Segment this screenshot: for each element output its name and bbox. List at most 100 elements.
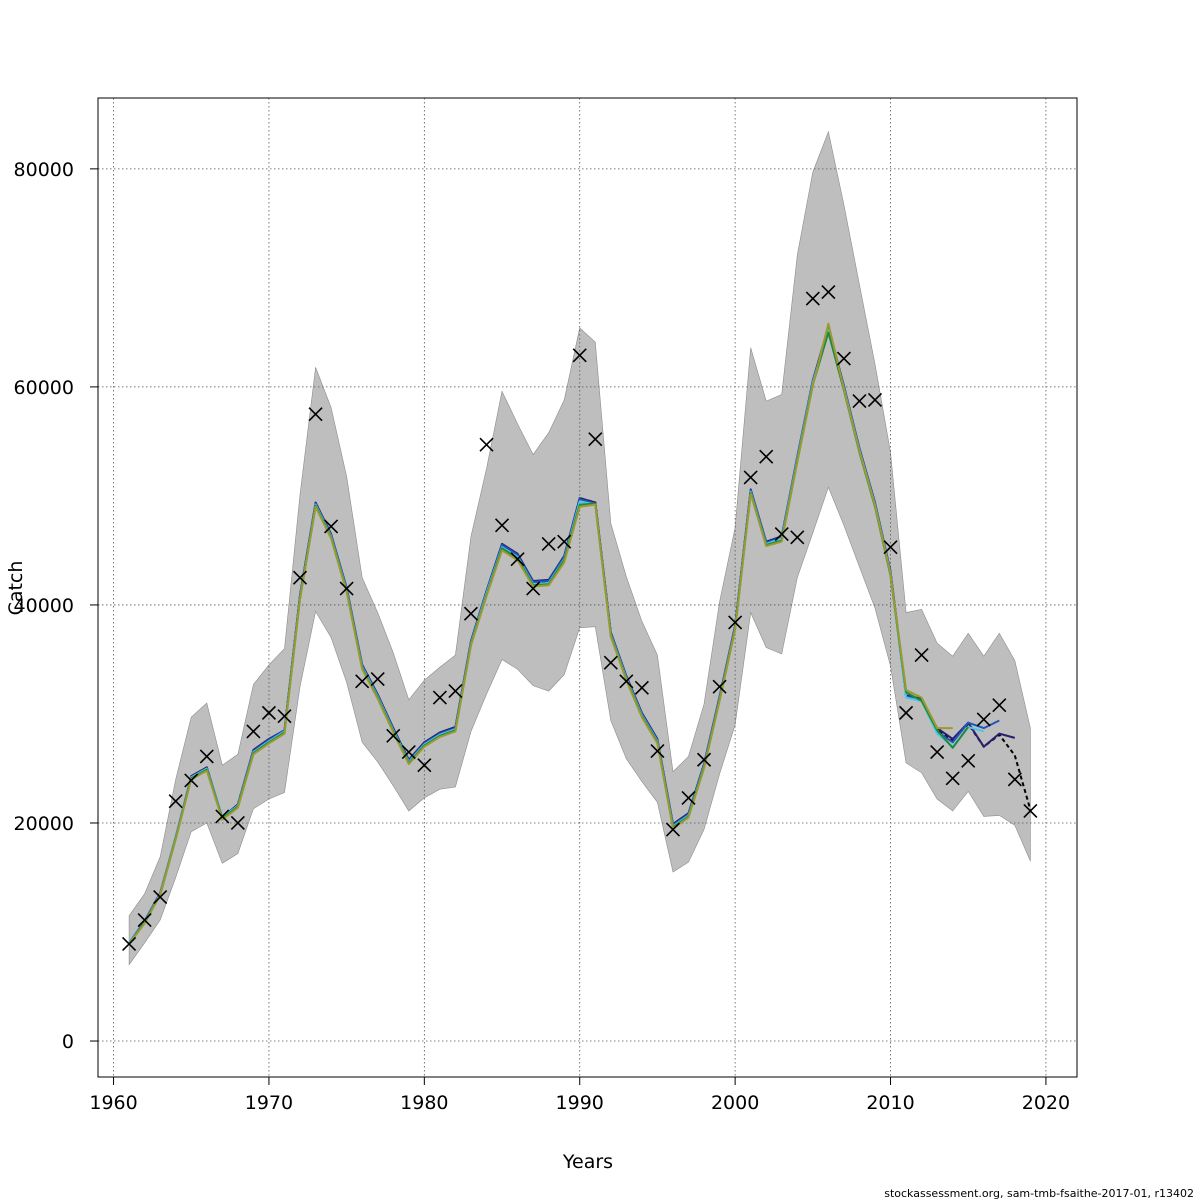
observed-point-stroke-b (122, 936, 137, 952)
y-axis-title: Catch (5, 561, 27, 616)
observed-point-2014 (945, 771, 960, 786)
x-tick-label-1970: 1970 (245, 1092, 293, 1114)
observed-point-1969 (246, 724, 261, 739)
observed-point-2003 (774, 527, 789, 542)
observed-point-stroke-b (728, 615, 743, 630)
observed-point-stroke-b (168, 794, 183, 809)
x-axis-title: Years (562, 1151, 613, 1173)
observed-point-1980 (417, 758, 432, 773)
observed-point-stroke-b (494, 518, 510, 533)
observed-point-stroke-b (603, 655, 618, 670)
observed-point-2009 (867, 392, 883, 408)
observed-point-stroke-b (759, 449, 774, 464)
x-tick-label-2010: 2010 (866, 1092, 914, 1114)
observed-point-1981 (432, 690, 447, 705)
observed-point-stroke-b (526, 581, 541, 596)
observed-point-1976 (355, 674, 370, 689)
observed-point-stroke-b (867, 392, 883, 408)
observed-point-stroke-b (743, 470, 758, 485)
observed-point-stroke-b (463, 606, 479, 621)
y-tick-label-80000: 80000 (14, 159, 74, 181)
observed-point-1961 (122, 936, 137, 952)
observed-point-stroke-b (930, 745, 945, 760)
observed-point-stroke-b (821, 284, 836, 300)
observed-point-1989 (557, 534, 572, 549)
observed-point-1993 (619, 674, 634, 689)
observed-point-stroke-b (510, 552, 525, 567)
observed-point-stroke-b (914, 648, 929, 663)
observed-point-stroke-b (308, 407, 323, 422)
observed-point-stroke-b (681, 790, 696, 805)
observed-point-stroke-b (1007, 772, 1022, 787)
series-layer (128, 322, 1032, 945)
grid-layer (98, 98, 1077, 1077)
x-tick-label-1960: 1960 (89, 1092, 137, 1114)
observed-point-stroke-b (588, 432, 603, 447)
observed-point-1978 (386, 728, 401, 743)
observed-point-stroke-b (774, 527, 789, 542)
observed-point-2010 (883, 540, 898, 555)
observed-point-1983 (463, 606, 479, 621)
observed-point-stroke-b (432, 690, 447, 705)
observed-point-stroke-b (448, 684, 463, 699)
observed-point-stroke-b (215, 809, 230, 824)
observed-point-stroke-b (634, 680, 649, 695)
observed-point-stroke-b (712, 679, 727, 694)
observed-point-1998 (696, 752, 712, 767)
observed-point-1997 (681, 790, 696, 805)
observed-point-stroke-b (153, 890, 168, 905)
observed-point-1979 (401, 745, 416, 760)
observed-point-1996 (665, 822, 681, 837)
y-tick-label-40000: 40000 (14, 595, 74, 617)
observed-point-stroke-b (292, 570, 308, 585)
observed-point-1967 (215, 809, 230, 824)
observed-point-2006 (821, 284, 836, 300)
confidence-band (128, 130, 1031, 966)
observed-point-stroke-b (479, 437, 494, 452)
observed-point-1966 (199, 749, 214, 764)
observed-point-stroke-b (230, 815, 245, 831)
observed-point-stroke-b (401, 745, 416, 760)
observed-point-1970 (261, 705, 277, 720)
observed-point-stroke-b (261, 705, 277, 720)
observed-point-stroke-b (370, 672, 385, 687)
observed-point-stroke-b (976, 712, 991, 727)
observed-point-stroke-b (246, 724, 261, 739)
observed-point-1965 (184, 773, 199, 788)
observed-point-2007 (836, 351, 851, 366)
observed-point-stroke-b (137, 912, 152, 928)
observed-point-1975 (339, 581, 354, 596)
observed-point-2004 (790, 530, 805, 545)
observed-point-2002 (759, 449, 774, 464)
observed-point-stroke-b (417, 758, 432, 773)
observed-points-layer (122, 284, 1038, 952)
observed-point-2015 (961, 753, 976, 768)
observed-point-1962 (137, 912, 152, 928)
observed-point-1973 (308, 407, 323, 422)
observed-point-stroke-b (199, 749, 214, 764)
observed-point-stroke-b (945, 771, 960, 786)
y-tick-label-60000: 60000 (14, 377, 74, 399)
observed-point-1999 (712, 679, 727, 694)
observed-point-1977 (370, 672, 385, 687)
observed-point-2017 (992, 698, 1007, 713)
observed-point-2016 (976, 712, 991, 727)
observed-point-stroke-b (790, 530, 805, 545)
observed-point-1992 (603, 655, 618, 670)
x-tick-label-2020: 2020 (1022, 1092, 1070, 1114)
observed-point-stroke-b (386, 728, 401, 743)
observed-point-1984 (479, 437, 494, 452)
observed-point-1985 (494, 518, 510, 533)
observed-point-1972 (292, 570, 308, 585)
observed-point-stroke-b (836, 351, 851, 366)
observed-point-2011 (898, 705, 914, 720)
plot-frame (97, 97, 1078, 1078)
observed-point-stroke-b (572, 348, 587, 363)
confidence-band-layer (128, 130, 1031, 966)
observed-point-stroke-b (898, 705, 914, 720)
observed-point-stroke-b (852, 394, 867, 409)
observed-point-stroke-b (324, 519, 339, 534)
observed-point-2001 (743, 470, 758, 485)
observed-point-1995 (650, 743, 665, 759)
